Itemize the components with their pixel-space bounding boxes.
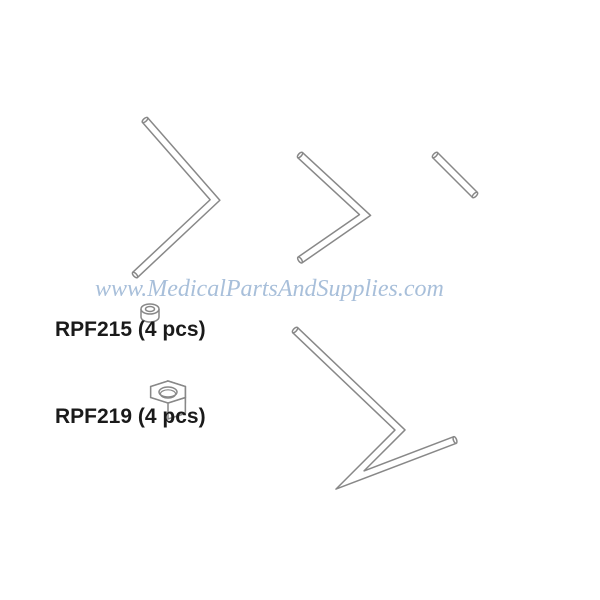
tube-straight — [431, 151, 478, 198]
tube-bent-1 — [131, 117, 219, 279]
diagram-svg — [0, 0, 600, 600]
diagram-canvas: RPF215 (4 pcs) RPF219 (4 pcs) www.Medica… — [0, 0, 600, 600]
label-rpf219: RPF219 (4 pcs) — [55, 405, 206, 429]
tube-s-bend — [291, 326, 457, 489]
tube-bent-2 — [296, 151, 370, 263]
label-rpf215: RPF215 (4 pcs) — [55, 318, 206, 342]
